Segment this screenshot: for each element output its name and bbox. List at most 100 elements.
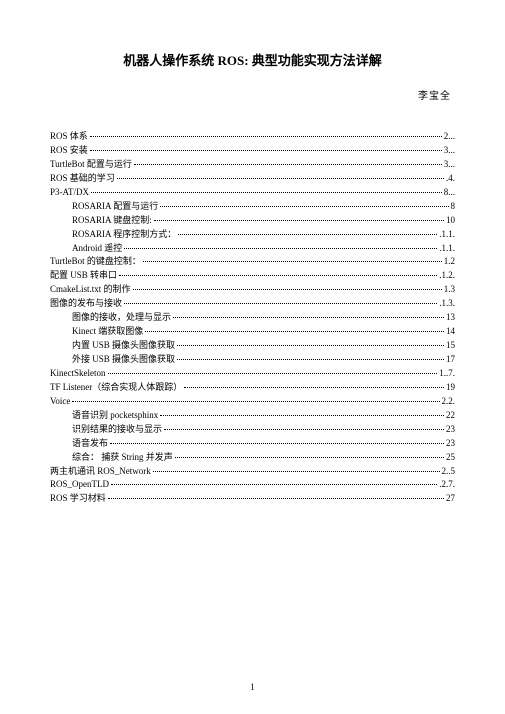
toc-leader-dots xyxy=(124,248,437,249)
toc-entry: Kinect 端获取图像 14 xyxy=(50,325,455,339)
toc-entry: ROS 学习材料 27 xyxy=(50,492,455,506)
toc-entry: 图像的发布与接收 .1.3. xyxy=(50,297,455,311)
toc-page: 23 xyxy=(446,437,455,451)
toc-leader-dots xyxy=(124,303,437,304)
toc-page: 27 xyxy=(446,492,455,506)
toc-leader-dots xyxy=(173,317,444,318)
toc-entry: CmakeList.txt 的制作 1.3 xyxy=(50,283,455,297)
toc-leader-dots xyxy=(145,331,444,332)
toc-label: ROS 学习材料 xyxy=(50,492,106,506)
toc-entry: 内置 USB 摄像头图像获取 15 xyxy=(50,339,455,353)
toc-leader-dots xyxy=(134,164,442,165)
toc-entry: 图像的接收，处理与显示 13 xyxy=(50,311,455,325)
toc-page: .1.2. xyxy=(439,269,455,283)
toc-entry: 综合： 捕获 String 并发声25 xyxy=(50,451,455,465)
toc-entry: 外接 USB 摄像头图像获取 17 xyxy=(50,353,455,367)
toc-label: 图像的发布与接收 xyxy=(50,297,122,311)
toc-label: ROS_OpenTLD xyxy=(50,478,109,492)
toc-leader-dots xyxy=(108,498,444,499)
toc-page: 15 xyxy=(446,339,455,353)
toc-entry: TurtleBot 配置与运行 3... xyxy=(50,158,455,172)
toc-page: 2.2. xyxy=(442,395,456,409)
toc-page: 17 xyxy=(446,353,455,367)
toc-entry: ROS 安装 3... xyxy=(50,144,455,158)
toc-label: KinectSkeleton xyxy=(50,367,106,381)
toc-leader-dots xyxy=(160,206,448,207)
toc-page: 22 xyxy=(446,409,455,423)
toc-leader-dots xyxy=(153,471,440,472)
toc-entry: 识别结果的接收与显示 23 xyxy=(50,423,455,437)
toc-label: 图像的接收，处理与显示 xyxy=(72,311,171,325)
toc-entry: TurtleBot 的键盘控制： 1.2 xyxy=(50,255,455,269)
toc-entry: ROSARIA 程序控制方式： .1.1. xyxy=(50,228,455,242)
toc-page: 1.2 xyxy=(444,255,455,269)
toc-entry: ROS 体系2... xyxy=(50,130,455,144)
toc-leader-dots xyxy=(117,178,444,179)
toc-page: .1.1. xyxy=(439,228,455,242)
toc-label: CmakeList.txt 的制作 xyxy=(50,283,131,297)
toc-leader-dots xyxy=(178,234,437,235)
toc-entry: 配置 USB 转串口 .1.2. xyxy=(50,269,455,283)
toc-leader-dots xyxy=(154,220,444,221)
toc-label: TurtleBot 配置与运行 xyxy=(50,158,132,172)
toc-page: 23 xyxy=(446,423,455,437)
toc-label: 外接 USB 摄像头图像获取 xyxy=(72,353,175,367)
toc-leader-dots xyxy=(119,275,437,276)
document-title: 机器人操作系统 ROS: 典型功能实现方法详解 xyxy=(50,50,455,69)
toc-page: 3... xyxy=(444,144,455,158)
toc-leader-dots xyxy=(91,192,442,193)
toc-leader-dots xyxy=(164,429,444,430)
toc-page: 14 xyxy=(446,325,455,339)
toc-label: ROSARIA 键盘控制: xyxy=(72,214,152,228)
toc-page: 2..5 xyxy=(442,465,456,479)
toc-entry: ROSARIA 配置与运行 8 xyxy=(50,200,455,214)
toc-leader-dots xyxy=(110,443,444,444)
toc-leader-dots xyxy=(184,387,444,388)
toc-label: 综合： 捕获 String 并发声 xyxy=(72,451,173,465)
toc-page: 13 xyxy=(446,311,455,325)
toc-label: P3-AT/DX xyxy=(50,186,89,200)
toc-page: 1.3 xyxy=(444,283,455,297)
toc-label: TF Listener（综合实现人体跟踪） xyxy=(50,381,182,395)
toc-entry: TF Listener（综合实现人体跟踪） 19 xyxy=(50,381,455,395)
toc-page: 10 xyxy=(446,214,455,228)
toc-page: .4. xyxy=(446,172,455,186)
toc-leader-dots xyxy=(111,484,437,485)
toc-leader-dots xyxy=(72,401,439,402)
toc-label: Android 遥控 xyxy=(72,242,122,256)
table-of-contents: ROS 体系2...ROS 安装3...TurtleBot 配置与运行3...R… xyxy=(50,130,455,506)
toc-page: 19 xyxy=(446,381,455,395)
toc-entry: ROS_OpenTLD .2.7. xyxy=(50,478,455,492)
toc-entry: P3-AT/DX 8... xyxy=(50,186,455,200)
toc-label: TurtleBot 的键盘控制： xyxy=(50,255,141,269)
toc-page: .2.7. xyxy=(439,478,455,492)
page-number: 1 xyxy=(0,682,505,692)
toc-entry: Voice 2.2. xyxy=(50,395,455,409)
toc-label: Kinect 端获取图像 xyxy=(72,325,143,339)
toc-leader-dots xyxy=(160,415,444,416)
toc-page: .1.3. xyxy=(439,297,455,311)
toc-page: 8... xyxy=(444,186,455,200)
toc-page: 3... xyxy=(444,158,455,172)
toc-label: 语音发布 xyxy=(72,437,108,451)
toc-page: 1..7. xyxy=(439,367,455,381)
toc-page: 2... xyxy=(444,130,455,144)
toc-label: ROS 安装 xyxy=(50,144,88,158)
toc-leader-dots xyxy=(175,457,444,458)
author-name: 李宝全 xyxy=(50,87,455,102)
toc-leader-dots xyxy=(177,359,444,360)
toc-label: 配置 USB 转串口 xyxy=(50,269,117,283)
toc-entry: 语音识别 pocketsphinx22 xyxy=(50,409,455,423)
toc-label: 内置 USB 摄像头图像获取 xyxy=(72,339,175,353)
toc-label: ROSARIA 程序控制方式： xyxy=(72,228,176,242)
toc-label: ROSARIA 配置与运行 xyxy=(72,200,158,214)
toc-label: 识别结果的接收与显示 xyxy=(72,423,162,437)
toc-page: 8 xyxy=(451,200,456,214)
toc-entry: KinectSkeleton 1..7. xyxy=(50,367,455,381)
toc-label: ROS 基础的学习 xyxy=(50,172,115,186)
toc-label: 两主机通讯 ROS_Network xyxy=(50,465,151,479)
toc-entry: 语音发布 23 xyxy=(50,437,455,451)
toc-leader-dots xyxy=(90,150,442,151)
toc-leader-dots xyxy=(90,136,442,137)
toc-leader-dots xyxy=(108,373,438,374)
